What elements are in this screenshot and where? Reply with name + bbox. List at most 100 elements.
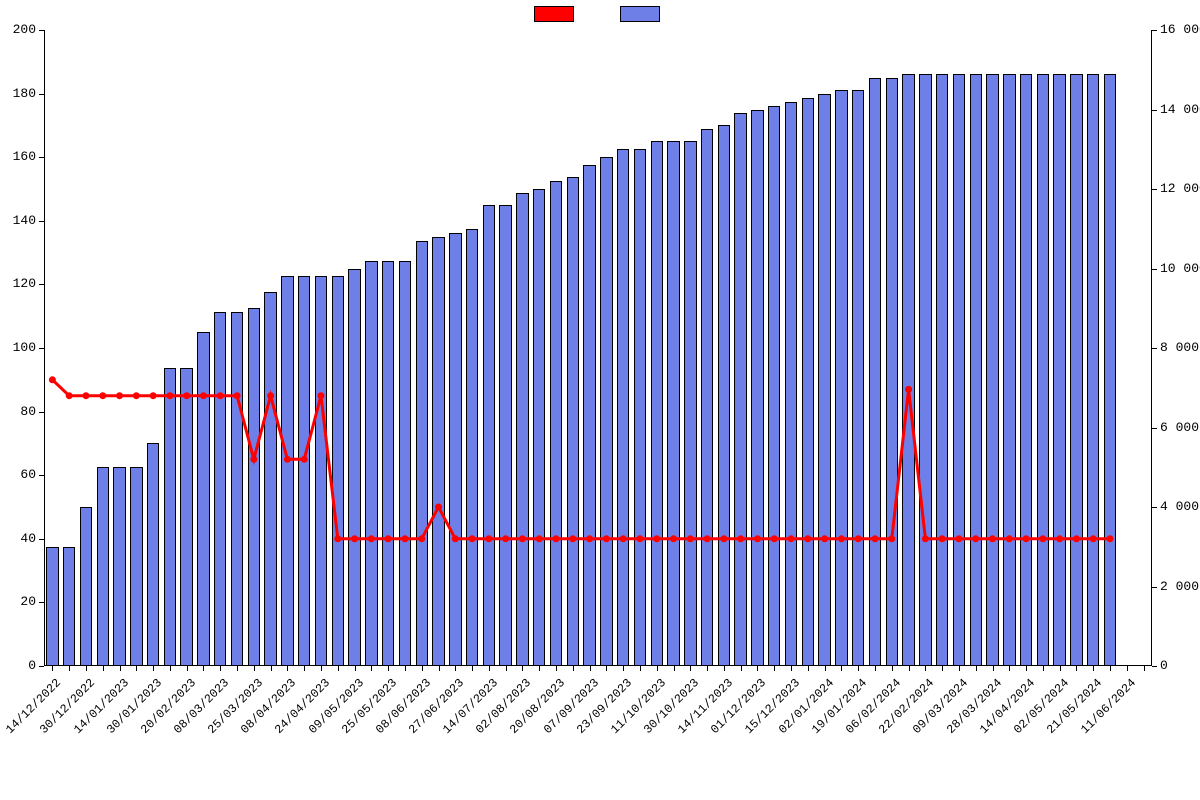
y-axis-left <box>44 30 45 666</box>
x-tick <box>120 666 121 671</box>
bar <box>869 78 881 666</box>
x-tick <box>741 666 742 671</box>
y-right-tick-label: 16 000 <box>1160 22 1200 37</box>
bar <box>583 165 595 666</box>
x-tick <box>1043 666 1044 671</box>
x-tick <box>388 666 389 671</box>
x-tick <box>690 666 691 671</box>
bar <box>97 467 109 666</box>
y-left-tick-label: 160 <box>0 149 36 164</box>
line-series-marker <box>82 392 89 399</box>
x-tick <box>422 666 423 671</box>
line-series-marker <box>66 392 73 399</box>
bar <box>1053 74 1065 666</box>
bar <box>919 74 931 666</box>
y-right-tick-label: 10 000 <box>1160 261 1200 276</box>
legend <box>0 6 1200 22</box>
line-series-marker <box>99 392 106 399</box>
x-tick <box>724 666 725 671</box>
x-tick <box>808 666 809 671</box>
y-left-tick <box>39 602 44 603</box>
bar <box>281 276 293 666</box>
x-tick <box>136 666 137 671</box>
bar <box>130 467 142 666</box>
x-tick <box>1026 666 1027 671</box>
y-right-tick-label: 2 000 <box>1160 579 1199 594</box>
y-left-tick <box>39 157 44 158</box>
x-tick <box>405 666 406 671</box>
y-right-tick-label: 12 000 <box>1160 181 1200 196</box>
dual-axis-chart: 02040608010012014016018020002 0004 0006 … <box>0 0 1200 800</box>
y-left-tick <box>39 30 44 31</box>
x-tick <box>606 666 607 671</box>
x-tick <box>1144 666 1145 671</box>
x-tick <box>892 666 893 671</box>
y-left-tick <box>39 412 44 413</box>
x-tick <box>774 666 775 671</box>
x-tick <box>573 666 574 671</box>
bar <box>1020 74 1032 666</box>
bar <box>970 74 982 666</box>
bar <box>214 312 226 666</box>
x-tick <box>657 666 658 671</box>
x-tick <box>52 666 53 671</box>
line-series-path <box>52 380 1110 539</box>
y-right-tick <box>1152 428 1157 429</box>
y-left-tick-label: 80 <box>0 404 36 419</box>
x-tick <box>338 666 339 671</box>
x-tick <box>103 666 104 671</box>
x-tick <box>1127 666 1128 671</box>
bar <box>667 141 679 666</box>
y-left-tick-label: 140 <box>0 213 36 228</box>
bar <box>80 507 92 666</box>
x-tick <box>371 666 372 671</box>
y-right-tick <box>1152 189 1157 190</box>
legend-item-line <box>534 6 580 22</box>
bar <box>953 74 965 666</box>
legend-swatch-blue <box>620 6 660 22</box>
bar <box>416 241 428 666</box>
bar <box>718 125 730 666</box>
x-tick <box>909 666 910 671</box>
y-left-tick <box>39 284 44 285</box>
x-tick <box>304 666 305 671</box>
x-tick <box>791 666 792 671</box>
y-right-tick <box>1152 30 1157 31</box>
x-tick <box>220 666 221 671</box>
y-right-tick <box>1152 348 1157 349</box>
bar <box>902 74 914 666</box>
y-right-tick-label: 14 000 <box>1160 102 1200 117</box>
bar <box>634 149 646 666</box>
bar <box>701 129 713 666</box>
y-left-tick-label: 120 <box>0 276 36 291</box>
bar <box>852 90 864 666</box>
line-series-marker <box>133 392 140 399</box>
y-left-tick <box>39 475 44 476</box>
x-tick <box>321 666 322 671</box>
x-tick <box>1110 666 1111 671</box>
bar <box>550 181 562 666</box>
x-tick <box>556 666 557 671</box>
x-tick <box>942 666 943 671</box>
y-left-tick <box>39 221 44 222</box>
bar <box>1087 74 1099 666</box>
x-tick <box>522 666 523 671</box>
bar <box>1104 74 1116 666</box>
bar <box>802 98 814 666</box>
y-left-tick-label: 200 <box>0 22 36 37</box>
x-tick <box>254 666 255 671</box>
line-series-marker <box>150 392 157 399</box>
y-left-tick-label: 0 <box>0 658 36 673</box>
x-tick <box>858 666 859 671</box>
x-tick <box>69 666 70 671</box>
x-tick <box>489 666 490 671</box>
x-tick <box>623 666 624 671</box>
bar <box>567 177 579 666</box>
x-tick <box>707 666 708 671</box>
bar <box>298 276 310 666</box>
bar <box>382 261 394 666</box>
bar <box>600 157 612 666</box>
bar <box>1003 74 1015 666</box>
x-tick <box>640 666 641 671</box>
bar <box>264 292 276 666</box>
